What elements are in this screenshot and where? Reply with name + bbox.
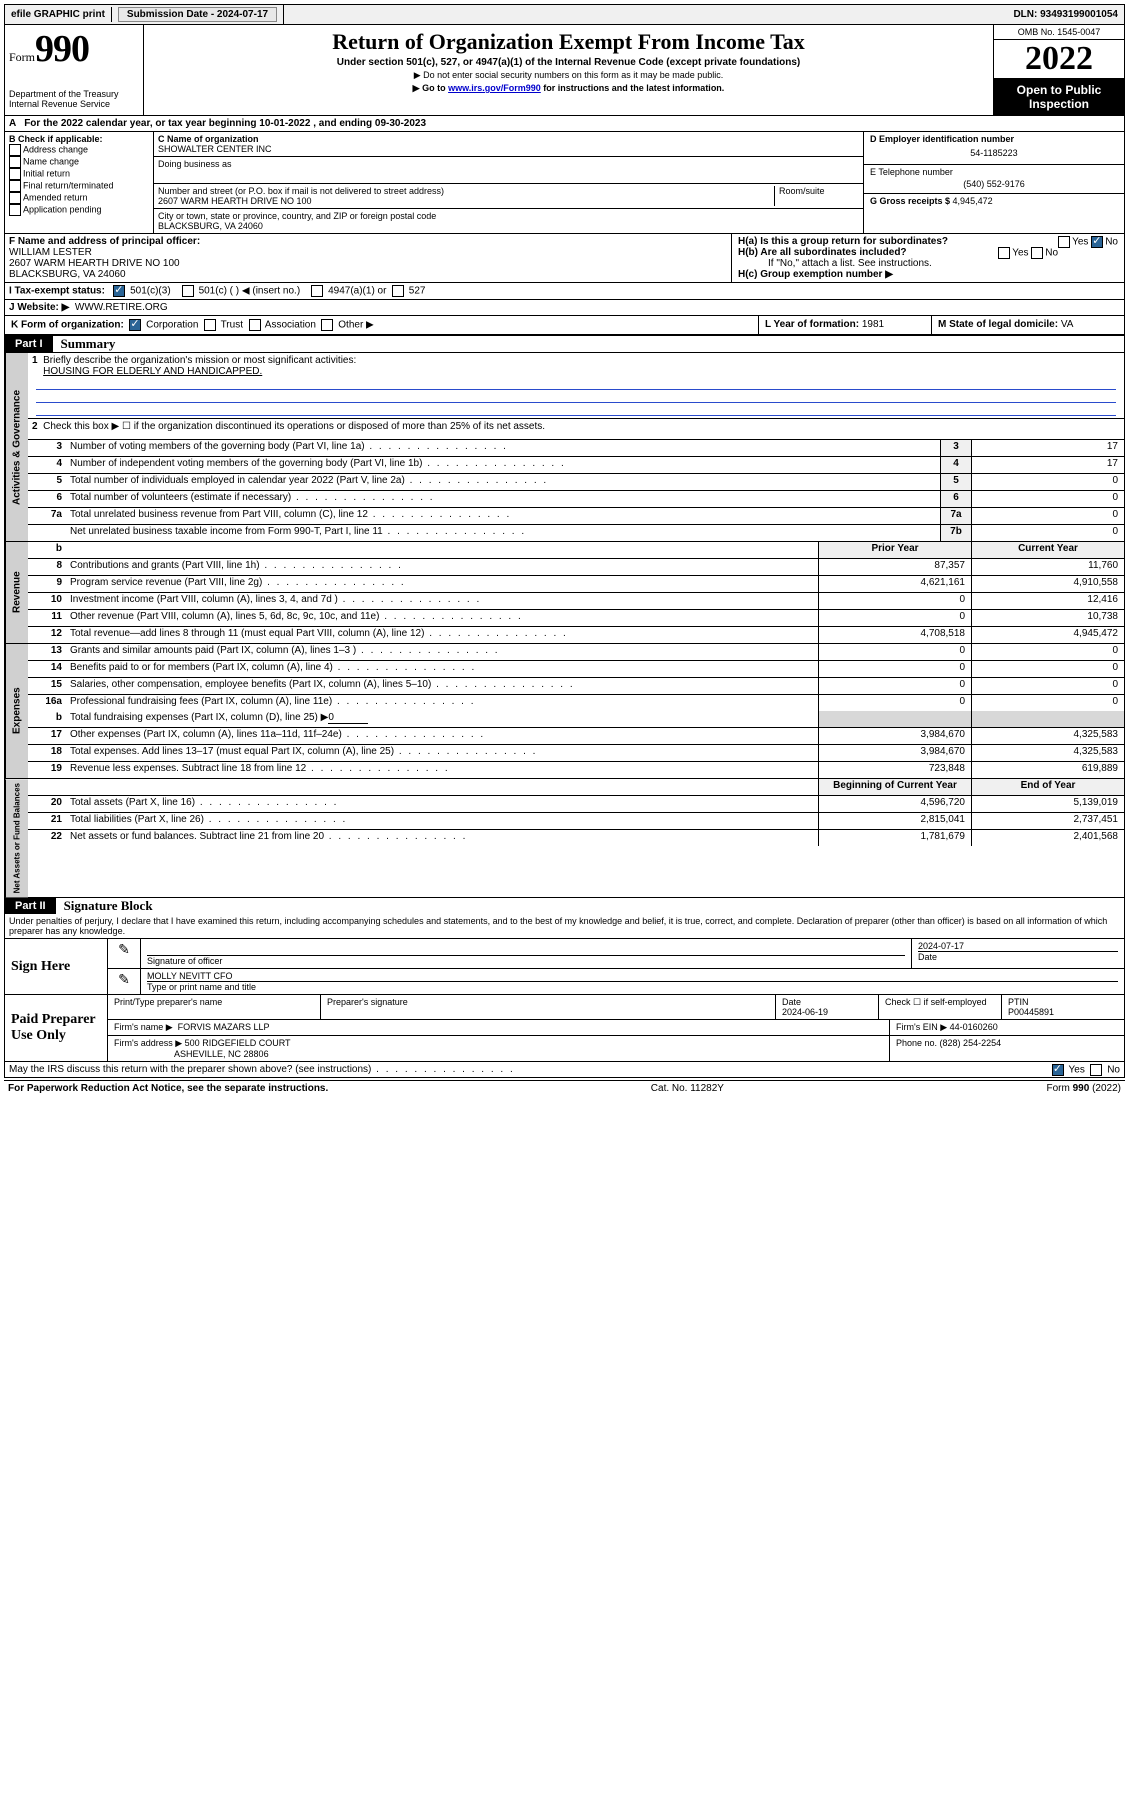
table-row: 13Grants and similar amounts paid (Part … <box>28 644 1124 661</box>
part1-header: Part I Summary <box>4 335 1125 352</box>
box-c: C Name of organization SHOWALTER CENTER … <box>153 132 864 233</box>
sig-date: 2024-07-17 <box>918 941 1118 951</box>
form-title: Return of Organization Exempt From Incom… <box>148 29 989 55</box>
ein: 54-1185223 <box>870 144 1118 162</box>
website: WWW.RETIRE.ORG <box>75 302 168 313</box>
table-row: 12Total revenue—add lines 8 through 11 (… <box>28 627 1124 643</box>
row-klm: K Form of organization: Corporation Trus… <box>4 316 1125 335</box>
firm-name: FORVIS MAZARS LLP <box>178 1022 270 1032</box>
tab-governance: Activities & Governance <box>5 353 28 541</box>
gross-receipts: 4,945,472 <box>953 196 993 206</box>
submission-date: Submission Date - 2024-07-17 <box>112 5 284 24</box>
paid-preparer-label: Paid Preparer Use Only <box>5 995 108 1061</box>
table-row: 20Total assets (Part X, line 16)4,596,72… <box>28 796 1124 813</box>
table-row: 3Number of voting members of the governi… <box>28 440 1124 457</box>
table-row: 11Other revenue (Part VIII, column (A), … <box>28 610 1124 627</box>
ptin: P00445891 <box>1008 1007 1054 1017</box>
subtitle-2: ▶ Do not enter social security numbers o… <box>148 70 989 81</box>
tab-netassets: Net Assets or Fund Balances <box>5 779 28 897</box>
table-row: 15Salaries, other compensation, employee… <box>28 678 1124 695</box>
section-governance: Activities & Governance 1 Briefly descri… <box>4 352 1125 542</box>
section-netassets: Net Assets or Fund Balances Beginning of… <box>4 779 1125 898</box>
tab-expenses: Expenses <box>5 644 28 778</box>
org-name: SHOWALTER CENTER INC <box>158 144 859 154</box>
dept-label: Department of the Treasury <box>9 89 139 99</box>
subtitle-3: ▶ Go to www.irs.gov/Form990 for instruct… <box>148 83 989 94</box>
dln: DLN: 93493199001054 <box>1007 7 1124 22</box>
section-revenue: Revenue b Prior Year Current Year 8Contr… <box>4 542 1125 644</box>
box-b: B Check if applicable: Address change Na… <box>5 132 153 233</box>
table-row: 16aProfessional fundraising fees (Part I… <box>28 695 1124 711</box>
mission: HOUSING FOR ELDERLY AND HANDICAPPED. <box>43 366 262 377</box>
footer: For Paperwork Reduction Act Notice, see … <box>4 1080 1125 1096</box>
table-row: 10Investment income (Part VIII, column (… <box>28 593 1124 610</box>
declaration: Under penalties of perjury, I declare th… <box>4 914 1125 939</box>
part2-header: Part II Signature Block <box>4 898 1125 914</box>
table-row: 6Total number of volunteers (estimate if… <box>28 491 1124 508</box>
may-irs-row: May the IRS discuss this return with the… <box>4 1062 1125 1078</box>
signature-block: Sign Here ✎ Signature of officer 2024-07… <box>4 939 1125 1062</box>
row-i: I Tax-exempt status: 501(c)(3) 501(c) ( … <box>4 283 1125 300</box>
table-row: 8Contributions and grants (Part VIII, li… <box>28 559 1124 576</box>
efile-label: efile GRAPHIC print <box>5 7 112 22</box>
top-bar: efile GRAPHIC print Submission Date - 20… <box>4 4 1125 25</box>
officer-typed-name: MOLLY NEVITT CFO <box>147 971 1118 981</box>
subtitle-1: Under section 501(c), 527, or 4947(a)(1)… <box>148 57 989 68</box>
sign-here-label: Sign Here <box>5 939 108 994</box>
table-row: 7aTotal unrelated business revenue from … <box>28 508 1124 525</box>
table-row: 9Program service revenue (Part VIII, lin… <box>28 576 1124 593</box>
org-city: BLACKSBURG, VA 24060 <box>158 221 859 231</box>
table-row: 21Total liabilities (Part X, line 26)2,8… <box>28 813 1124 830</box>
form-number: Form990 <box>9 27 139 71</box>
form-header: Form990 Department of the Treasury Inter… <box>4 25 1125 116</box>
table-row: 17Other expenses (Part IX, column (A), l… <box>28 728 1124 745</box>
table-row: 18Total expenses. Add lines 13–17 (must … <box>28 745 1124 762</box>
block-bcd: B Check if applicable: Address change Na… <box>4 132 1125 233</box>
row-a-taxyear: A For the 2022 calendar year, or tax yea… <box>4 116 1125 132</box>
table-row: Net unrelated business taxable income fr… <box>28 525 1124 541</box>
irs-link[interactable]: www.irs.gov/Form990 <box>448 83 541 93</box>
irs-label: Internal Revenue Service <box>9 99 139 109</box>
section-expenses: Expenses 13Grants and similar amounts pa… <box>4 644 1125 779</box>
table-row: 14Benefits paid to or for members (Part … <box>28 661 1124 678</box>
tab-revenue: Revenue <box>5 542 28 643</box>
omb-number: OMB No. 1545-0047 <box>994 25 1124 40</box>
org-address: 2607 WARM HEARTH DRIVE NO 100 <box>158 196 774 206</box>
officer-name: WILLIAM LESTER <box>9 247 727 258</box>
open-inspection: Open to Public Inspection <box>994 79 1124 115</box>
phone: (540) 552-9176 <box>870 177 1118 191</box>
table-row: 4Number of independent voting members of… <box>28 457 1124 474</box>
row-j: J Website: ▶ WWW.RETIRE.ORG <box>4 300 1125 316</box>
table-row: 5Total number of individuals employed in… <box>28 474 1124 491</box>
row-f-h: F Name and address of principal officer:… <box>4 233 1125 283</box>
box-d: D Employer identification number 54-1185… <box>864 132 1124 233</box>
table-row: 19Revenue less expenses. Subtract line 1… <box>28 762 1124 778</box>
table-row: 22Net assets or fund balances. Subtract … <box>28 830 1124 846</box>
tax-year: 2022 <box>994 40 1124 79</box>
